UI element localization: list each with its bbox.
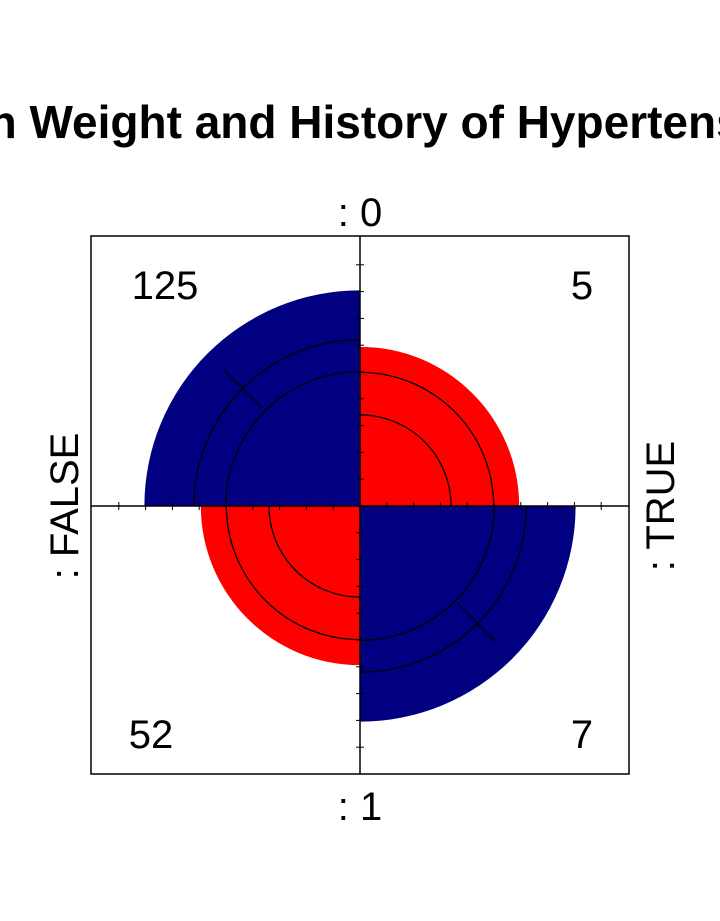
count-bottom-left: 52 xyxy=(129,713,174,757)
count-bottom-right: 7 xyxy=(571,713,593,757)
confidence-rings xyxy=(193,339,527,673)
count-top-right: 5 xyxy=(571,264,593,308)
diagonal-marker-top-left xyxy=(224,370,263,409)
chart-title: Birth Weight and History of Hypertension xyxy=(0,96,720,148)
row-label-bottom: : 1 xyxy=(338,785,382,829)
confidence-ring-lower-quadrant-bottom-right xyxy=(359,505,496,642)
confidence-ring-lower-quadrant-top-right xyxy=(359,371,495,507)
confidence-ring-lower-quadrant-bottom-left xyxy=(225,505,361,641)
plot-frame xyxy=(90,235,630,775)
confidence-ring-lower-quadrant-top-left xyxy=(224,370,361,507)
row-label-top: : 0 xyxy=(338,191,382,235)
col-label-left: : FALSE xyxy=(43,433,87,580)
count-top-left: 125 xyxy=(132,264,199,308)
diagonal-marker-bottom-right xyxy=(457,603,496,642)
quadrant-top-right xyxy=(360,346,520,506)
confidence-ring-upper-quadrant-top-right xyxy=(359,414,452,507)
confidence-ring-upper-quadrant-bottom-left xyxy=(268,505,361,598)
quadrant-bottom-left xyxy=(200,506,360,666)
col-label-right: : TRUE xyxy=(639,441,683,571)
